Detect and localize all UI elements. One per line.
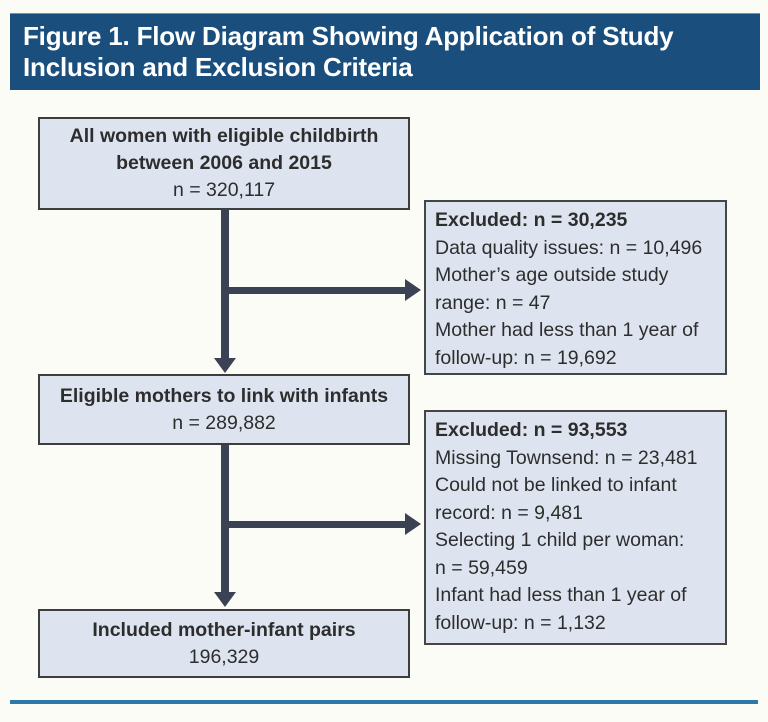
exclusion-item: Infant had less than 1 year of follow-up… [435, 584, 687, 634]
exclusion-item: Could not be linked to infant record: n … [435, 474, 677, 524]
flow-box-all-women: All women with eligible childbirth betwe… [38, 117, 410, 210]
box-count-value: n = 320,117 [172, 179, 276, 201]
box-title-line: Eligible mothers to link with infants [59, 384, 389, 407]
arrow-right-icon [405, 513, 421, 535]
flow-box-included-pairs: Included mother-infant pairs 196,329 [38, 609, 410, 678]
exclusion-box-2: Excluded: n = 93,553 Missing Townsend: n… [424, 410, 727, 645]
exclusion-item: Mother had less than 1 year of follow-up… [435, 319, 699, 369]
exclusion-title: Excluded: n = 30,235 [435, 209, 628, 231]
connector-horizontal-line [225, 287, 406, 294]
box-title-line: between 2006 and 2015 [116, 152, 332, 174]
exclusion-box-1: Excluded: n = 30,235 Data quality issues… [424, 200, 727, 375]
figure-title-bar: Figure 1. Flow Diagram Showing Applicati… [10, 13, 760, 90]
figure-title-line2: Inclusion and Exclusion Criteria [23, 52, 413, 82]
box-count-value: n = 289,882 [172, 411, 276, 434]
flow-box-eligible-mothers: Eligible mothers to link with infants n … [38, 374, 410, 445]
box-count-value: 196,329 [188, 645, 260, 668]
exclusion-item: Data quality issues: n = 10,496 [435, 236, 703, 259]
figure-title-line1: Figure 1. Flow Diagram Showing Applicati… [23, 21, 674, 51]
arrow-right-icon [405, 279, 421, 301]
box-title-line: All women with eligible childbirth [69, 125, 379, 147]
box-title-line: Included mother-infant pairs [92, 618, 356, 641]
arrow-down-icon [214, 358, 236, 373]
exclusion-item: Selecting 1 child per woman: n = 59,459 [435, 529, 685, 579]
exclusion-item: Missing Townsend: n = 23,481 [435, 446, 698, 469]
arrow-down-icon [214, 592, 236, 607]
connector-horizontal-line [225, 521, 406, 528]
connector-vertical-line [221, 445, 229, 593]
exclusion-title: Excluded: n = 93,553 [435, 419, 628, 441]
exclusion-item: Mother’s age outside study range: n = 47 [435, 264, 669, 314]
connector-vertical-line [221, 209, 229, 359]
bottom-divider-rule [10, 700, 758, 704]
